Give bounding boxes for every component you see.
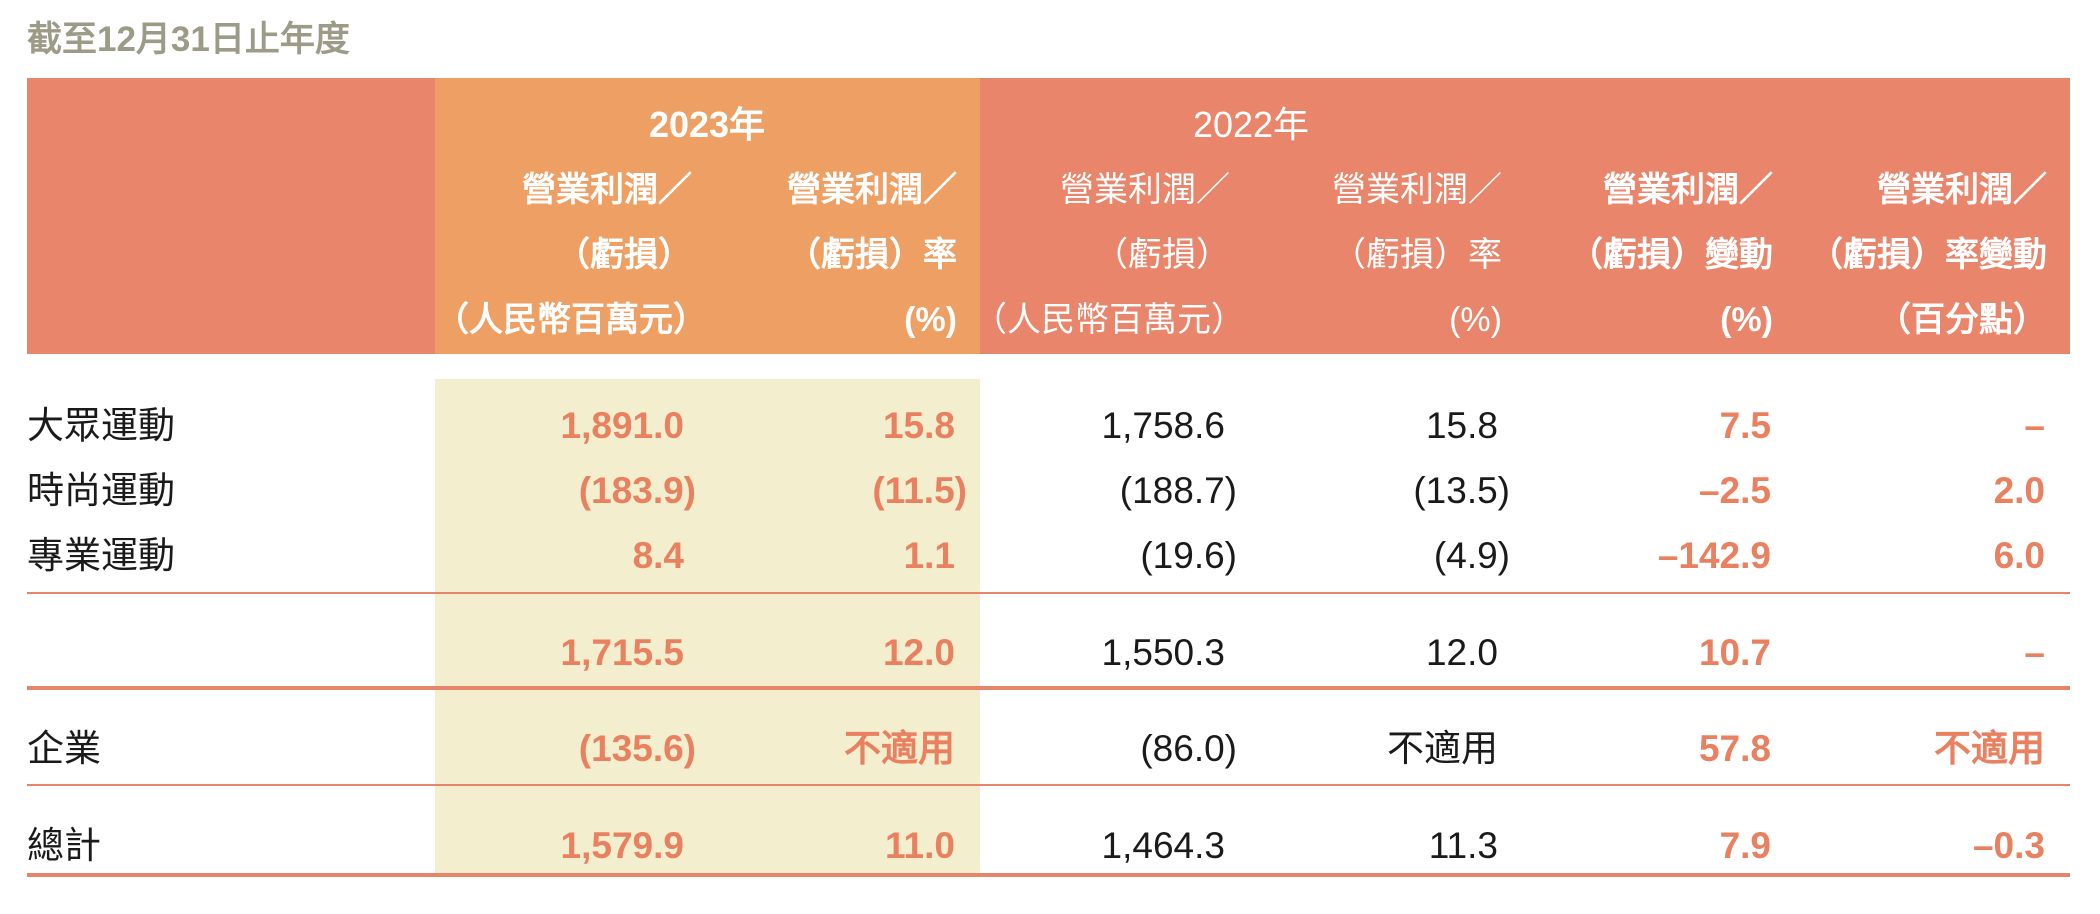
col-header-line: （虧損）率: [787, 236, 957, 274]
cell-2022-margin: 15.8: [1425, 405, 1498, 446]
year-header-2022: 2022年: [1192, 104, 1310, 145]
row-mass-sports: 大眾運動 1,891.0 15.8 1,758.6 15.8 7.5 –: [0, 396, 2100, 456]
cell-2023-op-profit: 8.4: [632, 535, 684, 576]
highlight-2023-columns: [435, 379, 980, 877]
col-header-margin-change: 營業利潤／ （虧損）率變動 （百分點）: [1809, 158, 2047, 353]
divider-line-thick: [27, 873, 2070, 877]
col-header-line: （虧損）變動: [1569, 236, 1773, 274]
row-professional-sports: 專業運動 8.4 1.1 (19.6) (4.9) –142.9 6.0: [0, 526, 2100, 586]
cell-2022-op-profit: (19.6): [1140, 535, 1237, 576]
cell-2022-margin: 不適用: [1387, 728, 1498, 769]
cell-margin-change: –: [2024, 405, 2045, 446]
cell-2023-op-profit: (135.6): [578, 728, 696, 769]
cell-2023-margin: 12.0: [882, 632, 955, 673]
col-header-line: (%): [904, 301, 957, 339]
cell-margin-change: 2.0: [1993, 470, 2045, 511]
col-header-line: （人民幣百萬元）: [435, 301, 707, 339]
col-header-line: （虧損）: [556, 236, 692, 274]
cell-2022-margin: 12.0: [1425, 632, 1498, 673]
cell-margin-change: –: [2024, 632, 2045, 673]
col-header-line: (%): [1720, 301, 1773, 339]
col-header-line: （人民幣百萬元）: [973, 301, 1245, 339]
cell-2023-margin: 15.8: [882, 405, 955, 446]
col-header-line: 營業利潤／: [1877, 171, 2047, 209]
col-header-line: （虧損）率變動: [1809, 236, 2047, 274]
row-corporate: 企業 (135.6) 不適用 (86.0) 不適用 57.8 不適用: [0, 719, 2100, 779]
row-label: 大眾運動: [27, 405, 175, 446]
col-header-line: 營業利潤／: [1332, 171, 1502, 209]
table-title: 截至12月31日止年度: [27, 20, 350, 59]
header-band-2023: [435, 78, 980, 354]
col-header-line: （虧損）: [1094, 236, 1230, 274]
col-header-2022-margin: 營業利潤／ （虧損）率 (%): [1332, 158, 1502, 353]
col-header-line: 營業利潤／: [1060, 171, 1230, 209]
cell-2022-op-profit: 1,758.6: [1101, 405, 1225, 446]
cell-2023-margin: (11.5): [872, 470, 967, 511]
cell-2022-margin: (13.5): [1413, 470, 1510, 511]
cell-2022-op-profit: (188.7): [1119, 470, 1237, 511]
col-header-line: 營業利潤／: [1603, 171, 1773, 209]
cell-2023-margin: 1.1: [903, 535, 955, 576]
cell-margin-change: 不適用: [1934, 728, 2045, 769]
divider-line: [27, 592, 2070, 594]
row-label: 時尚運動: [27, 470, 175, 511]
cell-2022-op-profit: 1,464.3: [1101, 825, 1225, 866]
col-header-2023-margin: 營業利潤／ （虧損）率 (%): [787, 158, 957, 353]
cell-2023-op-profit: 1,579.9: [560, 825, 684, 866]
col-header-line: 營業利潤／: [787, 171, 957, 209]
row-label: 總計: [27, 825, 101, 866]
header-band: [27, 78, 2070, 354]
col-header-line: （虧損）率: [1332, 236, 1502, 274]
col-header-2023-op-profit: 營業利潤／ （虧損） （人民幣百萬元）: [435, 158, 707, 353]
cell-op-profit-change: 7.9: [1719, 825, 1771, 866]
col-header-2022-op-profit: 營業利潤／ （虧損） （人民幣百萬元）: [973, 158, 1245, 353]
cell-margin-change: –0.3: [1972, 825, 2045, 866]
cell-2022-margin: 11.3: [1428, 825, 1498, 866]
cell-2023-margin: 不適用: [844, 728, 955, 769]
col-header-line: (%): [1449, 301, 1502, 339]
col-header-op-profit-change: 營業利潤／ （虧損）變動 (%): [1569, 158, 1773, 353]
year-header-2023: 2023年: [648, 104, 766, 145]
cell-op-profit-change: 7.5: [1719, 405, 1771, 446]
cell-2023-op-profit: 1,715.5: [560, 632, 684, 673]
row-subtotal: 1,715.5 12.0 1,550.3 12.0 10.7 –: [0, 623, 2100, 683]
cell-op-profit-change: 57.8: [1698, 728, 1771, 769]
row-label: 企業: [27, 728, 101, 769]
cell-2022-op-profit: 1,550.3: [1101, 632, 1225, 673]
cell-op-profit-change: –2.5: [1698, 470, 1771, 511]
cell-2023-op-profit: 1,891.0: [560, 405, 684, 446]
cell-2022-margin: (4.9): [1433, 535, 1510, 576]
row-label: 專業運動: [27, 535, 175, 576]
col-header-line: （百分點）: [1877, 301, 2047, 339]
cell-op-profit-change: 10.7: [1698, 632, 1771, 673]
cell-op-profit-change: –142.9: [1657, 535, 1771, 576]
row-fashion-sports: 時尚運動 (183.9) (11.5) (188.7) (13.5) –2.5 …: [0, 461, 2100, 521]
divider-line-thick: [27, 686, 2070, 690]
divider-line: [27, 784, 2070, 786]
cell-2022-op-profit: (86.0): [1140, 728, 1237, 769]
cell-2023-op-profit: (183.9): [578, 470, 696, 511]
cell-2023-margin: 11.0: [885, 825, 955, 866]
col-header-line: 營業利潤／: [522, 171, 692, 209]
cell-margin-change: 6.0: [1993, 535, 2045, 576]
row-total: 總計 1,579.9 11.0 1,464.3 11.3 7.9 –0.3: [0, 816, 2100, 876]
